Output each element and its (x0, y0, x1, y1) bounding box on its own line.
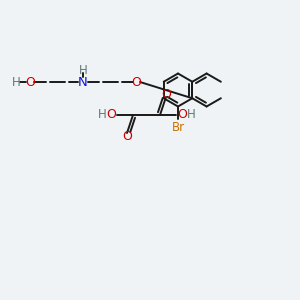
Text: H: H (187, 109, 195, 122)
Text: H: H (98, 109, 106, 122)
Text: O: O (122, 130, 132, 142)
Text: H: H (79, 64, 87, 77)
Text: N: N (78, 76, 88, 88)
Text: O: O (177, 109, 187, 122)
Text: Br: Br (171, 121, 184, 134)
Text: O: O (25, 76, 35, 88)
Text: O: O (106, 109, 116, 122)
Text: O: O (161, 88, 171, 100)
Text: O: O (131, 76, 141, 88)
Text: H: H (12, 76, 20, 88)
